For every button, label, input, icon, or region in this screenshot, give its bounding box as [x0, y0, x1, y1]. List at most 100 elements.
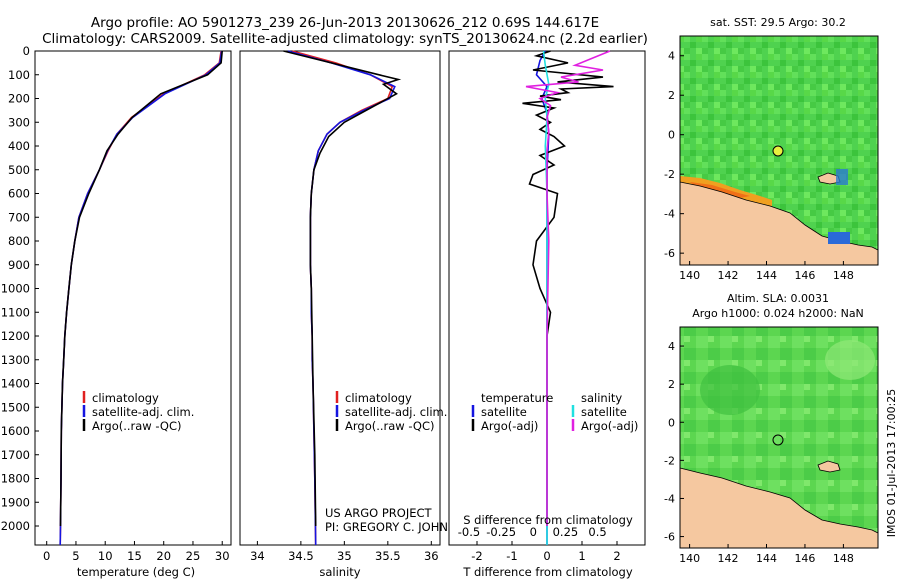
legend-label-t-satellite: satellite: [481, 405, 527, 419]
x-tick-label: 35.5: [375, 549, 401, 563]
map-lon-label: 144: [756, 269, 777, 282]
depth-tick-label: 0: [23, 44, 30, 58]
salinity-xlabel: salinity: [319, 565, 360, 579]
map-lat-label: 0: [668, 416, 675, 429]
x-tick-label: 10: [98, 549, 113, 563]
sst-map: sat. SST: 29.5 Argo: 30.2 140 142 144 146 14…: [664, 16, 879, 282]
map-lon-label: 146: [794, 552, 815, 565]
difference-x-axis: -2 -1 0 1 2-0.5 -0.25 0 0.25 0.5: [458, 525, 621, 563]
sst-map-frame: [679, 35, 879, 266]
map-lat-label: 2: [668, 89, 675, 102]
sla-argo-marker: [772, 434, 784, 446]
map-lon-label: 142: [718, 269, 739, 282]
sst-argo-marker: [772, 145, 784, 157]
header-line1: Argo profile: AO 5901273_239 26-Jun-2013…: [91, 15, 599, 31]
difference-xlabel-t: T difference from climatology: [462, 565, 633, 579]
temperature-series: [59, 50, 223, 546]
salinity-plot-frame: [239, 50, 441, 546]
salinity-panel: 34 34.5 35 35.5 36 salinity climatology sate…: [239, 50, 473, 579]
x-tick-label: 15: [127, 549, 142, 563]
map-lon-label: 142: [718, 552, 739, 565]
imos-stamp: IMOS 01-Jul-2013 17:00:25: [885, 389, 898, 538]
sla-map-axes: 140 142 144 146 148 4 2 0 -2 -4 -6: [664, 340, 854, 565]
s-tick-label: 0.5: [588, 525, 606, 539]
x-tick-label: 1: [578, 549, 585, 563]
depth-tick-label: 1200: [1, 329, 30, 343]
project-annotation: US ARGO PROJECT: [325, 506, 433, 520]
difference-legend: temperature salinity satellite Argo(-adj…: [471, 391, 638, 433]
x-tick-label: 34.5: [288, 549, 314, 563]
map-lat-label: -2: [664, 454, 675, 467]
x-tick-label: 0: [43, 549, 50, 563]
depth-tick-label: 2000: [1, 519, 30, 533]
sla-map-frame: [679, 326, 879, 549]
x-tick-label: -1: [506, 549, 517, 563]
map-lon-label: 146: [794, 269, 815, 282]
x-tick-label: 30: [215, 549, 230, 563]
depth-tick-label: 300: [8, 115, 30, 129]
depth-tick-label: 1800: [1, 472, 30, 486]
depth-tick-label: 100: [8, 68, 30, 82]
temperature-xlabel: temperature (deg C): [77, 565, 195, 579]
depth-tick-label: 900: [8, 258, 30, 272]
depth-tick-label: 1300: [1, 353, 30, 367]
legend-label-satellite-adj: satellite-adj. clim.: [345, 405, 447, 419]
x-tick-label: 2: [613, 549, 620, 563]
map-lat-label: -2: [664, 168, 675, 181]
s-tick-label: -0.25: [486, 525, 516, 539]
difference-panel: -2 -1 0 1 2-0.5 -0.25 0 0.25 0.5 T difference fr…: [448, 50, 646, 579]
map-lon-label: 148: [833, 269, 854, 282]
legend-label-argo: Argo(..raw -QC): [92, 419, 182, 433]
x-tick-label: -2: [471, 549, 482, 563]
sla-high-region: [825, 340, 875, 380]
sst-map-title: sat. SST: 29.5 Argo: 30.2: [710, 16, 846, 29]
s-tick-label: 0: [530, 525, 537, 539]
x-tick-label: 34: [250, 549, 265, 563]
legend-label-t-argo: Argo(-adj): [481, 419, 538, 433]
sla-map-title: Altim. SLA: 0.0031: [727, 292, 829, 305]
s-tick-label: 0.25: [553, 525, 579, 539]
x-tick-label: 36: [424, 549, 439, 563]
salinity-legend: climatology satellite-adj. clim. Argo(..…: [335, 391, 447, 433]
salinity-series: [283, 50, 402, 546]
depth-tick-label: 1400: [1, 377, 30, 391]
legend-label-s-satellite: satellite: [581, 405, 627, 419]
s-tick-label: -0.5: [458, 525, 480, 539]
temperature-panel: 0100200300400500600700800900100011001200…: [1, 44, 453, 579]
map-lat-label: -4: [664, 492, 675, 505]
sla-low-region: [700, 365, 760, 415]
depth-tick-label: 1000: [1, 282, 30, 296]
sst-map-axes: 140 142 144 146 148 4 2 0 -2 -4 -6: [664, 50, 854, 282]
x-tick-label: 35: [337, 549, 352, 563]
depth-tick-label: 1500: [1, 400, 30, 414]
header-line2: Climatology: CARS2009. Satellite-adjuste…: [42, 31, 648, 47]
map-lat-label: 2: [668, 378, 675, 391]
sst-warm-band-core: [690, 182, 750, 198]
x-tick-label: 5: [72, 549, 79, 563]
x-tick-label: 20: [156, 549, 171, 563]
sla-island: [817, 460, 841, 473]
depth-tick-label: 1600: [1, 424, 30, 438]
map-lat-label: -6: [664, 247, 675, 260]
map-lat-label: 4: [668, 50, 675, 63]
map-lon-label: 148: [833, 552, 854, 565]
sst-cold-patch: [828, 232, 850, 244]
map-lon-label: 140: [679, 552, 700, 565]
depth-tick-label: 800: [8, 234, 30, 248]
depth-tick-label: 1100: [1, 305, 30, 319]
difference-series: [522, 50, 614, 545]
x-tick-label: 0: [543, 549, 550, 563]
depth-tick-label: 200: [8, 92, 30, 106]
map-lon-label: 140: [679, 269, 700, 282]
temperature-plot-frame: [34, 50, 232, 546]
legend-header-salinity: salinity: [581, 391, 622, 405]
depth-tick-label: 400: [8, 139, 30, 153]
map-lon-label: 144: [756, 552, 777, 565]
legend-label-s-argo: Argo(-adj): [581, 419, 638, 433]
depth-tick-label: 1900: [1, 495, 30, 509]
temperature-legend: climatology satellite-adj. clim. Argo(..…: [82, 391, 194, 433]
salinity-x-axis: 34 34.5 35 35.5 36: [250, 541, 439, 563]
x-tick-label: 25: [186, 549, 201, 563]
map-lat-label: 0: [668, 129, 675, 142]
sla-map-subtitle: Argo h1000: 0.024 h2000: NaN: [692, 307, 864, 320]
